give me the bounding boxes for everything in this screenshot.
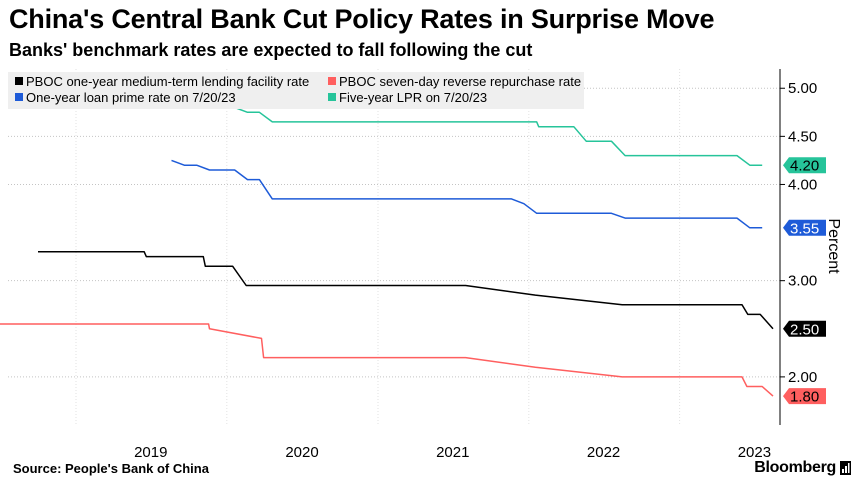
x-tick-label: 2022 xyxy=(587,444,620,461)
y-tick-label: 4.00 xyxy=(788,176,817,193)
legend-swatch xyxy=(328,93,336,101)
legend-swatch xyxy=(15,77,23,85)
end-label-text: 4.20 xyxy=(790,158,819,175)
series-line xyxy=(171,159,763,229)
end-label-text: 3.55 xyxy=(790,220,819,237)
end-label-tag xyxy=(783,157,826,174)
legend-label: PBOC seven-day reverse repurchase rate xyxy=(339,74,581,89)
source-note: Source: People's Bank of China xyxy=(13,461,209,476)
y-axis: 5.00 4.50 4.00 3.00 2.00 xyxy=(780,80,817,386)
legend-label: One-year loan prime rate on 7/20/23 xyxy=(26,90,236,105)
legend-box xyxy=(8,72,584,109)
end-label-tag xyxy=(783,219,826,236)
legend-swatch xyxy=(15,93,23,101)
legend: PBOC one-year medium-term lending facili… xyxy=(8,72,584,109)
series-line xyxy=(171,101,763,166)
end-label-text: 2.50 xyxy=(790,321,819,338)
chart-title: China's Central Bank Cut Policy Rates in… xyxy=(9,4,715,34)
brand-mark-icon xyxy=(840,461,851,475)
end-label-tag xyxy=(783,388,826,405)
x-tick-label: 2020 xyxy=(285,444,318,461)
y-tick-label: 5.00 xyxy=(788,80,817,97)
y-tick-label: 4.50 xyxy=(788,128,817,145)
grid-lines xyxy=(8,69,780,425)
end-label-tag xyxy=(783,320,826,337)
x-tick-label: 2021 xyxy=(436,444,469,461)
bloomberg-logo: Bloomberg xyxy=(754,459,836,476)
legend-label: PBOC one-year medium-term lending facili… xyxy=(26,74,309,89)
legend-swatch xyxy=(328,77,336,85)
x-tick-label: 2023 xyxy=(738,444,771,461)
series-line xyxy=(0,323,774,397)
y-tick-label: 3.00 xyxy=(788,273,817,290)
legend-label: Five-year LPR on 7/20/23 xyxy=(339,90,487,105)
y-axis-label: Percent xyxy=(825,218,842,274)
x-tick-label: 2019 xyxy=(134,444,167,461)
end-labels: 2.50 1.80 3.55 4.20 xyxy=(783,157,826,406)
series-line xyxy=(38,251,774,330)
chart-subtitle: Banks' benchmark rates are expected to f… xyxy=(9,40,533,60)
x-axis: 2019 2020 2021 2022 2023 xyxy=(134,444,771,461)
y-tick-label: 2.00 xyxy=(788,369,817,386)
end-label-text: 1.80 xyxy=(790,389,819,406)
series-lines xyxy=(0,101,774,397)
